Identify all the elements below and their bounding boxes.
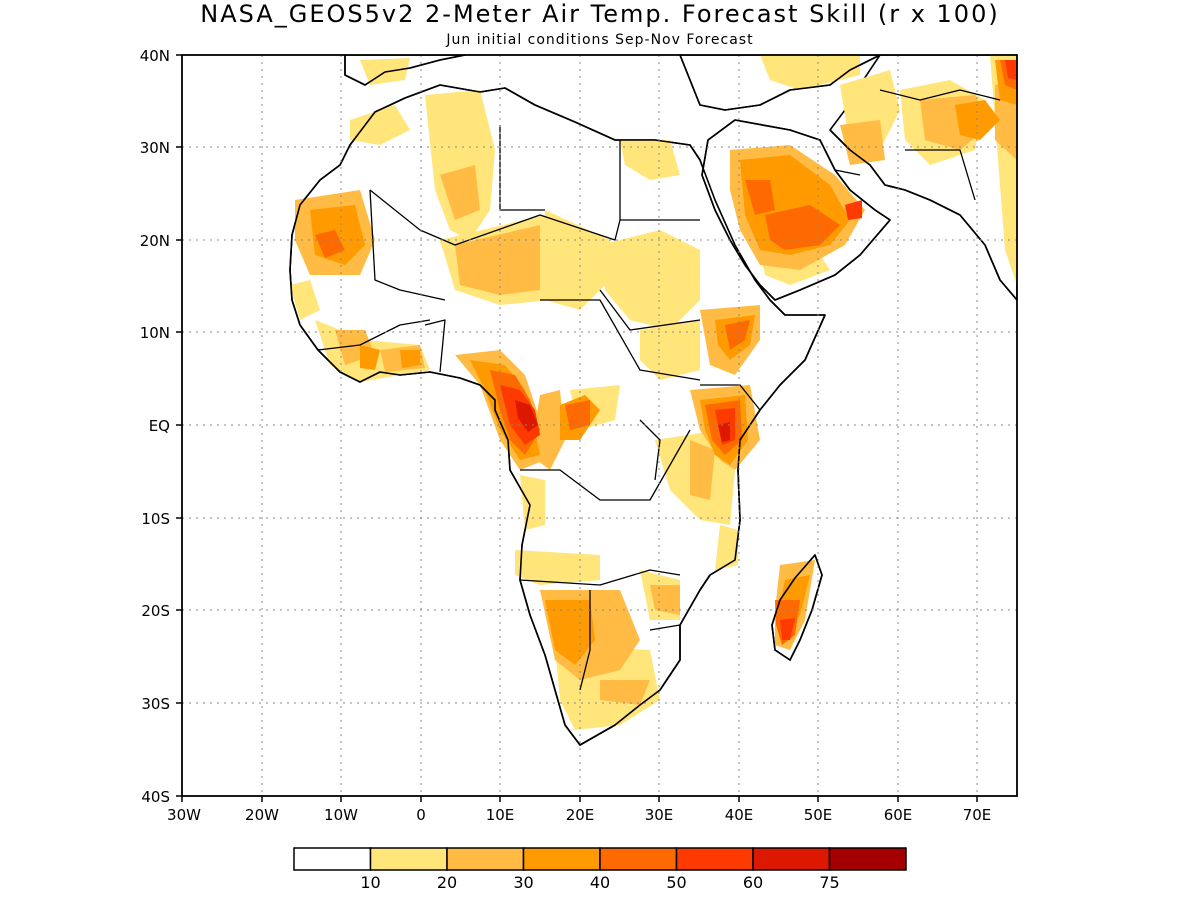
- colorbar-label: 30: [513, 873, 533, 892]
- lat-tick-label: 20N: [140, 232, 170, 250]
- colorbar-swatch: [752, 847, 831, 871]
- map-content: [182, 55, 1017, 796]
- colorbar-swatch: [522, 847, 601, 871]
- lon-tick-labels: 30W 20W 10W 0 10E 20E 30E 40E 50E 60E 70…: [167, 806, 991, 824]
- lon-tick-label: 60E: [884, 806, 913, 824]
- lon-tick-label: 10E: [486, 806, 515, 824]
- shading-60-75: [515, 400, 730, 442]
- lon-tick-label: 20W: [245, 806, 279, 824]
- lon-axis: [181, 796, 978, 802]
- lat-tick-label: 30S: [141, 695, 170, 713]
- colorbar-swatch: [446, 847, 525, 871]
- lon-tick-label: 40E: [725, 806, 754, 824]
- lat-tick-labels: 40N 30N 20N 10N EQ 10S 20S 30S 40S: [140, 47, 170, 806]
- colorbar-swatch: [293, 847, 372, 871]
- colorbar-label: 50: [666, 873, 686, 892]
- chart-subtitle: Jun initial conditions Sep-Nov Forecast: [445, 32, 753, 48]
- gridlines: [182, 55, 1017, 796]
- lon-tick-label: 10W: [324, 806, 358, 824]
- lon-tick-label: 30W: [167, 806, 201, 824]
- lon-tick-label: 0: [416, 806, 426, 824]
- lat-tick-label: 20S: [141, 602, 170, 620]
- lon-tick-label: 20E: [566, 806, 595, 824]
- coastlines: [289, 55, 1017, 746]
- colorbar-swatch: [828, 847, 907, 871]
- colorbar-swatch: [675, 847, 754, 871]
- lat-tick-label: 40S: [141, 788, 170, 806]
- lat-tick-label: 10S: [141, 510, 170, 528]
- colorbar-label: 20: [437, 873, 457, 892]
- lon-tick-label: 50E: [804, 806, 833, 824]
- lat-axis: [176, 54, 182, 797]
- lat-tick-label: EQ: [149, 417, 170, 435]
- colorbar-swatch: [599, 847, 678, 871]
- colorbar-label: 60: [743, 873, 763, 892]
- lat-tick-label: 10N: [140, 324, 170, 342]
- lat-tick-label: 30N: [140, 139, 170, 157]
- colorbar-label: 75: [819, 873, 839, 892]
- colorbar-label: 40: [590, 873, 610, 892]
- colorbar-label: 10: [360, 873, 380, 892]
- colorbar: 10 20 30 40 50 60 75: [293, 847, 907, 892]
- chart-title: NASA_GEOS5v2 2-Meter Air Temp. Forecast …: [200, 0, 999, 28]
- lon-tick-label: 30E: [645, 806, 674, 824]
- lat-tick-label: 40N: [140, 47, 170, 65]
- colorbar-swatch: [369, 847, 448, 871]
- lon-tick-label: 70E: [963, 806, 992, 824]
- skill-shading: [290, 55, 1017, 730]
